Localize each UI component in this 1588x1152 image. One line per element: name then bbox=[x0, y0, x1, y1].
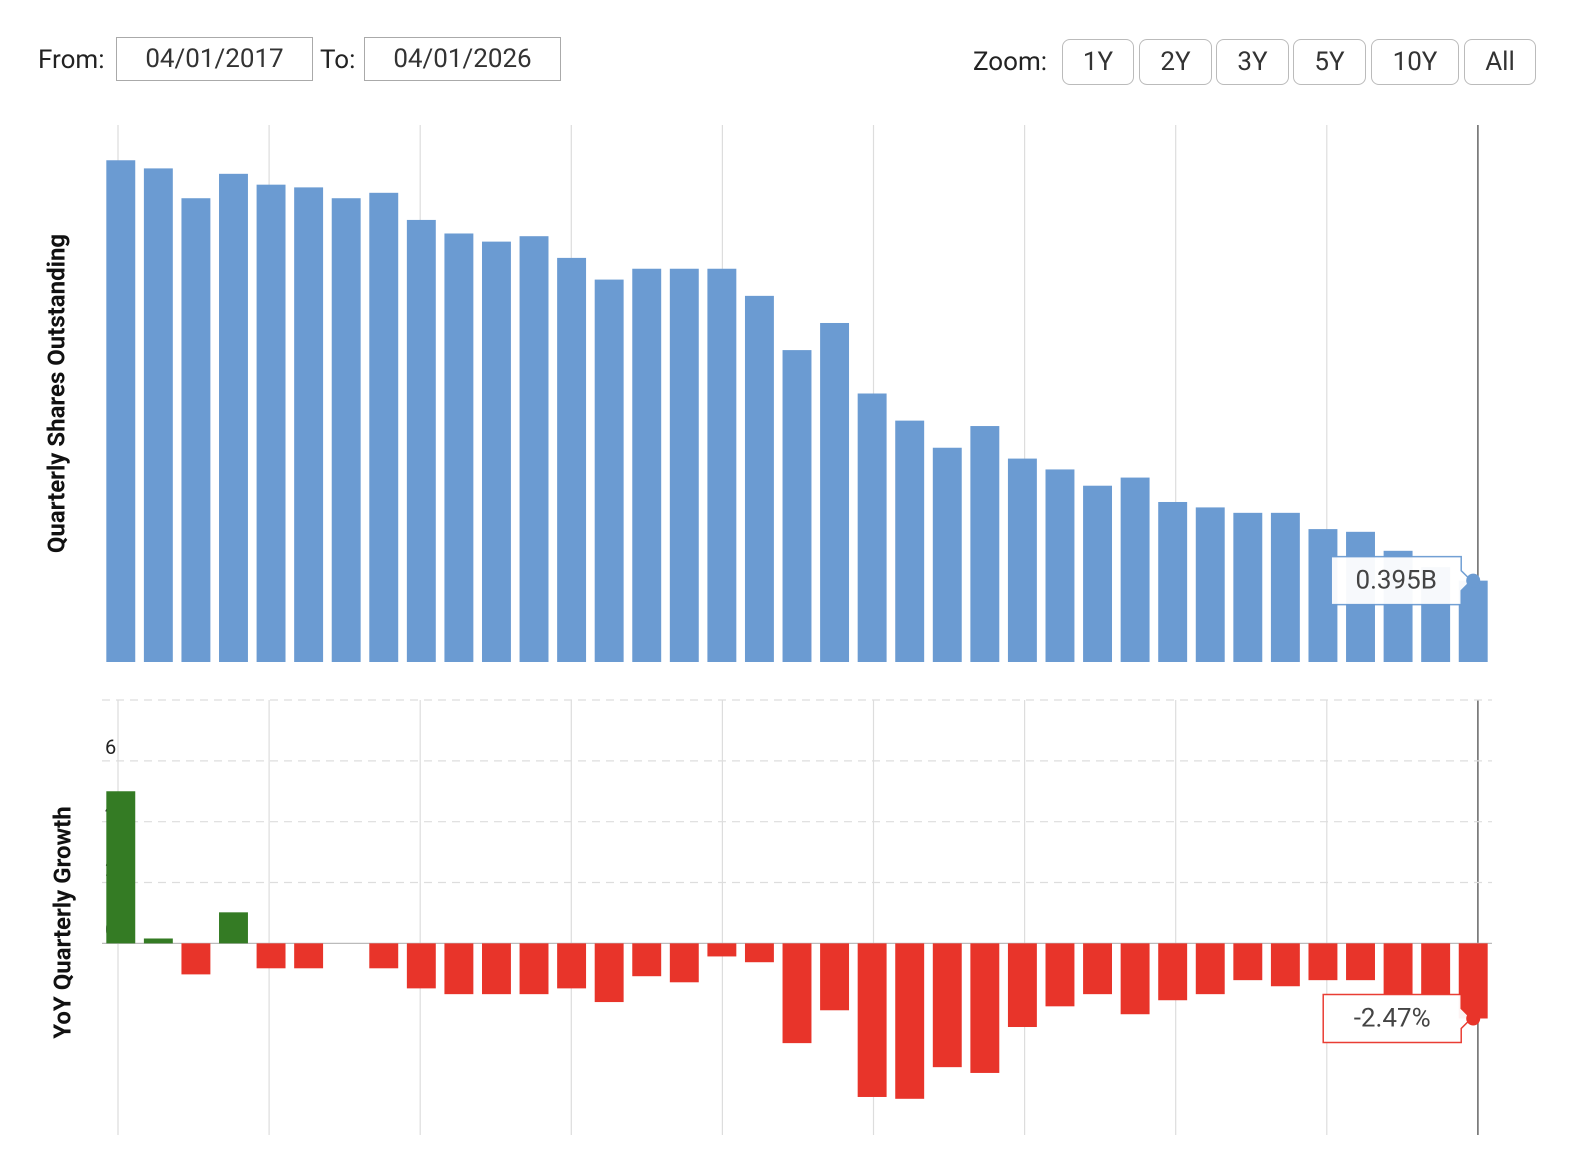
bar bbox=[1045, 469, 1075, 662]
bar bbox=[857, 393, 887, 662]
bar bbox=[219, 173, 248, 662]
bar bbox=[369, 943, 399, 969]
bar bbox=[143, 938, 173, 944]
bar bbox=[1007, 458, 1037, 662]
bar bbox=[594, 943, 624, 1003]
bar bbox=[1158, 943, 1188, 1001]
bar bbox=[331, 198, 361, 662]
bar bbox=[519, 943, 549, 995]
bar bbox=[857, 943, 887, 1097]
bar bbox=[594, 279, 624, 662]
zoom-button[interactable]: 1Y bbox=[1062, 39, 1134, 85]
bar bbox=[1007, 943, 1037, 1028]
bar bbox=[143, 168, 173, 663]
bar bbox=[481, 241, 511, 662]
bar bbox=[294, 943, 324, 969]
tooltip-label: 0.395B bbox=[1355, 566, 1437, 596]
bar bbox=[632, 943, 662, 977]
zoom-button[interactable]: All bbox=[1464, 39, 1536, 85]
bar bbox=[707, 943, 737, 957]
bar bbox=[106, 791, 136, 944]
bar bbox=[932, 943, 962, 1068]
bar bbox=[632, 268, 662, 662]
bar bbox=[1120, 477, 1150, 662]
bar bbox=[406, 219, 436, 662]
bar bbox=[181, 943, 211, 975]
zoom-label: Zoom: bbox=[973, 47, 1048, 77]
bar bbox=[1383, 943, 1413, 995]
bar bbox=[256, 943, 286, 969]
y-axis-title: Quarterly Shares Outstanding bbox=[42, 234, 70, 553]
to-date-input[interactable]: 04/01/2026 bbox=[364, 37, 561, 81]
bar bbox=[1458, 943, 1488, 1019]
bar bbox=[1458, 580, 1488, 662]
bar bbox=[1083, 485, 1113, 662]
bar bbox=[782, 943, 812, 1044]
bar bbox=[1233, 943, 1263, 981]
bar bbox=[970, 426, 1000, 662]
from-date-input[interactable]: 04/01/2017 bbox=[116, 37, 313, 81]
bar bbox=[444, 943, 474, 995]
zoom-button[interactable]: 2Y bbox=[1139, 39, 1212, 85]
zoom-button[interactable]: 3Y bbox=[1216, 39, 1289, 85]
bar bbox=[557, 943, 587, 989]
bar bbox=[1233, 512, 1263, 662]
bar bbox=[106, 160, 136, 662]
bar bbox=[219, 912, 248, 944]
bar bbox=[406, 943, 436, 989]
hover-marker bbox=[1466, 573, 1481, 588]
bar bbox=[1195, 507, 1225, 662]
to-label: To: bbox=[320, 45, 356, 75]
bar bbox=[895, 943, 925, 1099]
bar bbox=[782, 350, 812, 662]
tooltip-box bbox=[1330, 555, 1473, 606]
bar bbox=[294, 187, 324, 662]
bar bbox=[481, 943, 511, 995]
bar bbox=[1083, 943, 1113, 995]
bar bbox=[256, 184, 286, 662]
tooltip-label: -2.47% bbox=[1354, 1003, 1431, 1033]
bar bbox=[744, 295, 774, 662]
bar bbox=[820, 943, 850, 1011]
bar bbox=[895, 420, 925, 662]
y-tick-label: 6 bbox=[105, 735, 116, 759]
bar bbox=[669, 943, 699, 983]
bar bbox=[932, 447, 962, 662]
bar bbox=[557, 257, 587, 662]
bar bbox=[1421, 943, 1451, 995]
tooltip-box bbox=[1322, 993, 1473, 1044]
zoom-button[interactable]: 5Y bbox=[1293, 39, 1366, 85]
bar bbox=[744, 943, 774, 963]
hover-marker bbox=[1466, 1011, 1481, 1026]
bar bbox=[820, 322, 850, 662]
bar bbox=[1270, 512, 1300, 662]
bar bbox=[970, 943, 1000, 1073]
from-label: From: bbox=[38, 45, 105, 75]
bar bbox=[444, 233, 474, 662]
bar bbox=[1195, 943, 1225, 995]
bar bbox=[519, 236, 549, 663]
zoom-button[interactable]: 10Y bbox=[1371, 39, 1459, 85]
bar bbox=[1270, 943, 1300, 987]
bar bbox=[669, 268, 699, 662]
bar bbox=[1120, 943, 1150, 1015]
y-axis-title: YoY Quarterly Growth bbox=[48, 806, 76, 1038]
bar bbox=[707, 268, 737, 662]
bar bbox=[1045, 943, 1075, 1007]
bar bbox=[369, 192, 399, 662]
bar bbox=[1308, 943, 1338, 981]
bar bbox=[1346, 943, 1375, 981]
bar bbox=[1158, 501, 1188, 662]
bar bbox=[181, 198, 211, 662]
